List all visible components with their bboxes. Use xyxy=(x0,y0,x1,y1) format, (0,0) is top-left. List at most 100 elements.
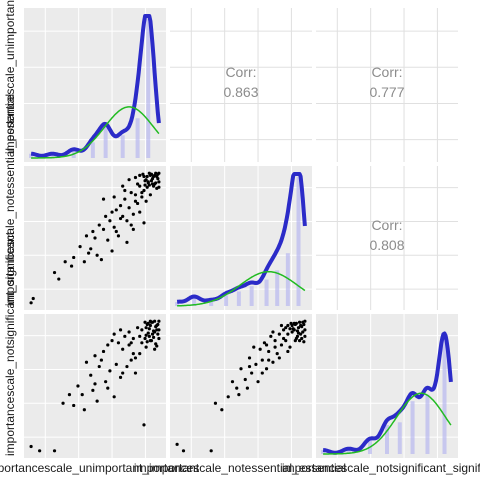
scatter-point-2-0-33 xyxy=(142,423,146,427)
density-bar-1-5 xyxy=(249,286,254,306)
scatter-point-2-0-52 xyxy=(153,330,157,334)
scatter-point-1-0-79 xyxy=(129,223,133,227)
scatter-point-2-1-6 xyxy=(230,380,235,384)
scatter-point-1-0-68 xyxy=(138,173,142,177)
scatter-point-2-1-18 xyxy=(264,367,269,371)
scatter-point-1-0-8 xyxy=(82,260,86,264)
scatter-point-1-0-27 xyxy=(127,206,131,210)
scatter-point-1-0-6 xyxy=(72,255,76,260)
scatter-point-2-0-74 xyxy=(93,382,97,386)
scatter-point-1-0-10 xyxy=(89,247,93,251)
scatter-point-2-0-16 xyxy=(106,343,110,347)
scatter-point-2-0-18 xyxy=(110,339,114,343)
scatter-point-1-0-50 xyxy=(157,180,161,184)
scatter-point-1-0-13 xyxy=(95,253,99,257)
density-bar-2-0 xyxy=(321,450,326,454)
scatter-point-1-0-70 xyxy=(101,197,106,201)
scatter-point-1-0-20 xyxy=(112,225,116,229)
scatter-point-1-0-55 xyxy=(146,181,150,185)
scatter-point-2-1-55 xyxy=(297,339,302,343)
scatter-point-2-0-25 xyxy=(125,364,129,369)
scatter-point-2-1-21 xyxy=(271,360,275,364)
scatter-point-2-0-67 xyxy=(118,328,123,332)
scatter-point-1-0-63 xyxy=(145,185,149,189)
scatter-point-2-0-46 xyxy=(156,322,160,327)
scatter-point-1-0-7 xyxy=(78,245,82,249)
scatter-point-2-1-10 xyxy=(245,386,249,390)
scatter-point-2-1-51 xyxy=(288,327,292,331)
scatter-point-2-1-8 xyxy=(239,367,243,371)
scatter-point-2-0-47 xyxy=(143,320,147,324)
corr-label-2: Corr: xyxy=(371,217,402,233)
density-bar-2-3 xyxy=(385,424,389,454)
scatter-point-2-1-4 xyxy=(220,408,224,412)
scatter-point-2-0-66 xyxy=(155,344,159,348)
density-bar-0-0 xyxy=(29,153,34,158)
corr-value-2: 0.808 xyxy=(369,237,404,253)
panel-bg-0-2 xyxy=(316,8,458,162)
diagonal-label-2: importancescale_notsignificant_significa… xyxy=(3,231,17,456)
column-label-0: importancescale_unimportant_important xyxy=(0,461,200,475)
scatter-point-2-0-32 xyxy=(140,341,144,345)
scatter-point-2-0-79 xyxy=(133,356,138,360)
scatter-point-1-0-25 xyxy=(123,197,127,201)
scatter-point-2-0-37 xyxy=(150,332,155,336)
scatter-point-2-0-45 xyxy=(154,325,158,329)
panel-bg-2-0 xyxy=(24,314,166,458)
scatter-point-2-1-65 xyxy=(286,349,290,354)
scatter-point-2-1-11 xyxy=(247,356,252,360)
scatter-point-2-1-15 xyxy=(258,347,262,351)
scatter-point-2-1-19 xyxy=(267,349,271,354)
density-bar-0-5 xyxy=(120,135,125,158)
scatter-point-2-0-9 xyxy=(89,373,93,377)
density-bar-2-7 xyxy=(442,335,447,454)
scatter-point-1-0-77 xyxy=(138,210,142,214)
scatter-point-1-0-12 xyxy=(93,236,97,240)
scatter-point-2-1-3 xyxy=(213,401,218,405)
scatter-point-1-0-3 xyxy=(57,277,61,281)
density-bar-1-3 xyxy=(224,295,229,306)
diagonal-label-0: importancescale_unimportant_important xyxy=(3,0,17,154)
scatter-point-2-1-58 xyxy=(293,339,297,343)
scatter-point-2-1-1 xyxy=(181,449,186,453)
scatter-point-2-0-6 xyxy=(76,384,80,388)
scatter-point-1-0-30 xyxy=(133,193,138,197)
density-bar-0-1 xyxy=(50,153,55,158)
scatter-point-2-1-44 xyxy=(303,319,307,323)
scatter-point-1-0-2 xyxy=(52,270,57,275)
scatter-point-2-0-62 xyxy=(145,340,149,344)
column-label-1: importancescale_notessential_essential xyxy=(134,461,346,475)
scatter-point-1-0-75 xyxy=(125,240,129,244)
diagonal-label-1: importancescale_notessential_essential xyxy=(3,94,17,306)
scatter-point-2-0-60 xyxy=(149,339,154,343)
scatter-point-2-1-59 xyxy=(279,323,284,328)
scatter-point-1-0-72 xyxy=(131,227,135,231)
scatter-point-2-0-20 xyxy=(114,362,118,366)
scatter-point-1-0-60 xyxy=(151,184,156,188)
scatter-point-1-0-28 xyxy=(129,191,133,195)
scatter-point-1-0-57 xyxy=(142,174,146,179)
scatter-point-2-1-22 xyxy=(273,339,277,343)
scatter-point-2-0-68 xyxy=(127,343,131,347)
scatter-point-1-0-64 xyxy=(156,172,160,176)
scatter-point-2-1-36 xyxy=(303,328,307,332)
density-bar-2-6 xyxy=(425,394,430,454)
scatter-point-2-1-24 xyxy=(277,332,281,336)
corr-value-0: 0.863 xyxy=(223,84,258,100)
scatter-point-2-0-29 xyxy=(133,371,138,375)
density-line-blue-0 xyxy=(30,14,161,158)
scatter-point-1-0-81 xyxy=(123,188,127,193)
scatter-point-2-1-0 xyxy=(175,442,179,446)
scatter-point-2-0-57 xyxy=(151,335,156,339)
density-bar-1-0 xyxy=(175,302,180,306)
scatter-point-2-0-31 xyxy=(138,352,142,356)
density-bar-1-1 xyxy=(192,296,197,306)
scatter-point-2-0-23 xyxy=(121,347,125,351)
scatter-point-1-0-58 xyxy=(157,185,161,189)
scatter-point-2-0-22 xyxy=(118,375,123,379)
scatter-point-1-0-31 xyxy=(136,201,140,206)
density-bar-2-1 xyxy=(346,448,351,454)
scatter-point-2-1-26 xyxy=(282,328,286,332)
scatter-point-1-0-29 xyxy=(131,212,135,216)
scatter-point-2-1-29 xyxy=(288,345,292,349)
